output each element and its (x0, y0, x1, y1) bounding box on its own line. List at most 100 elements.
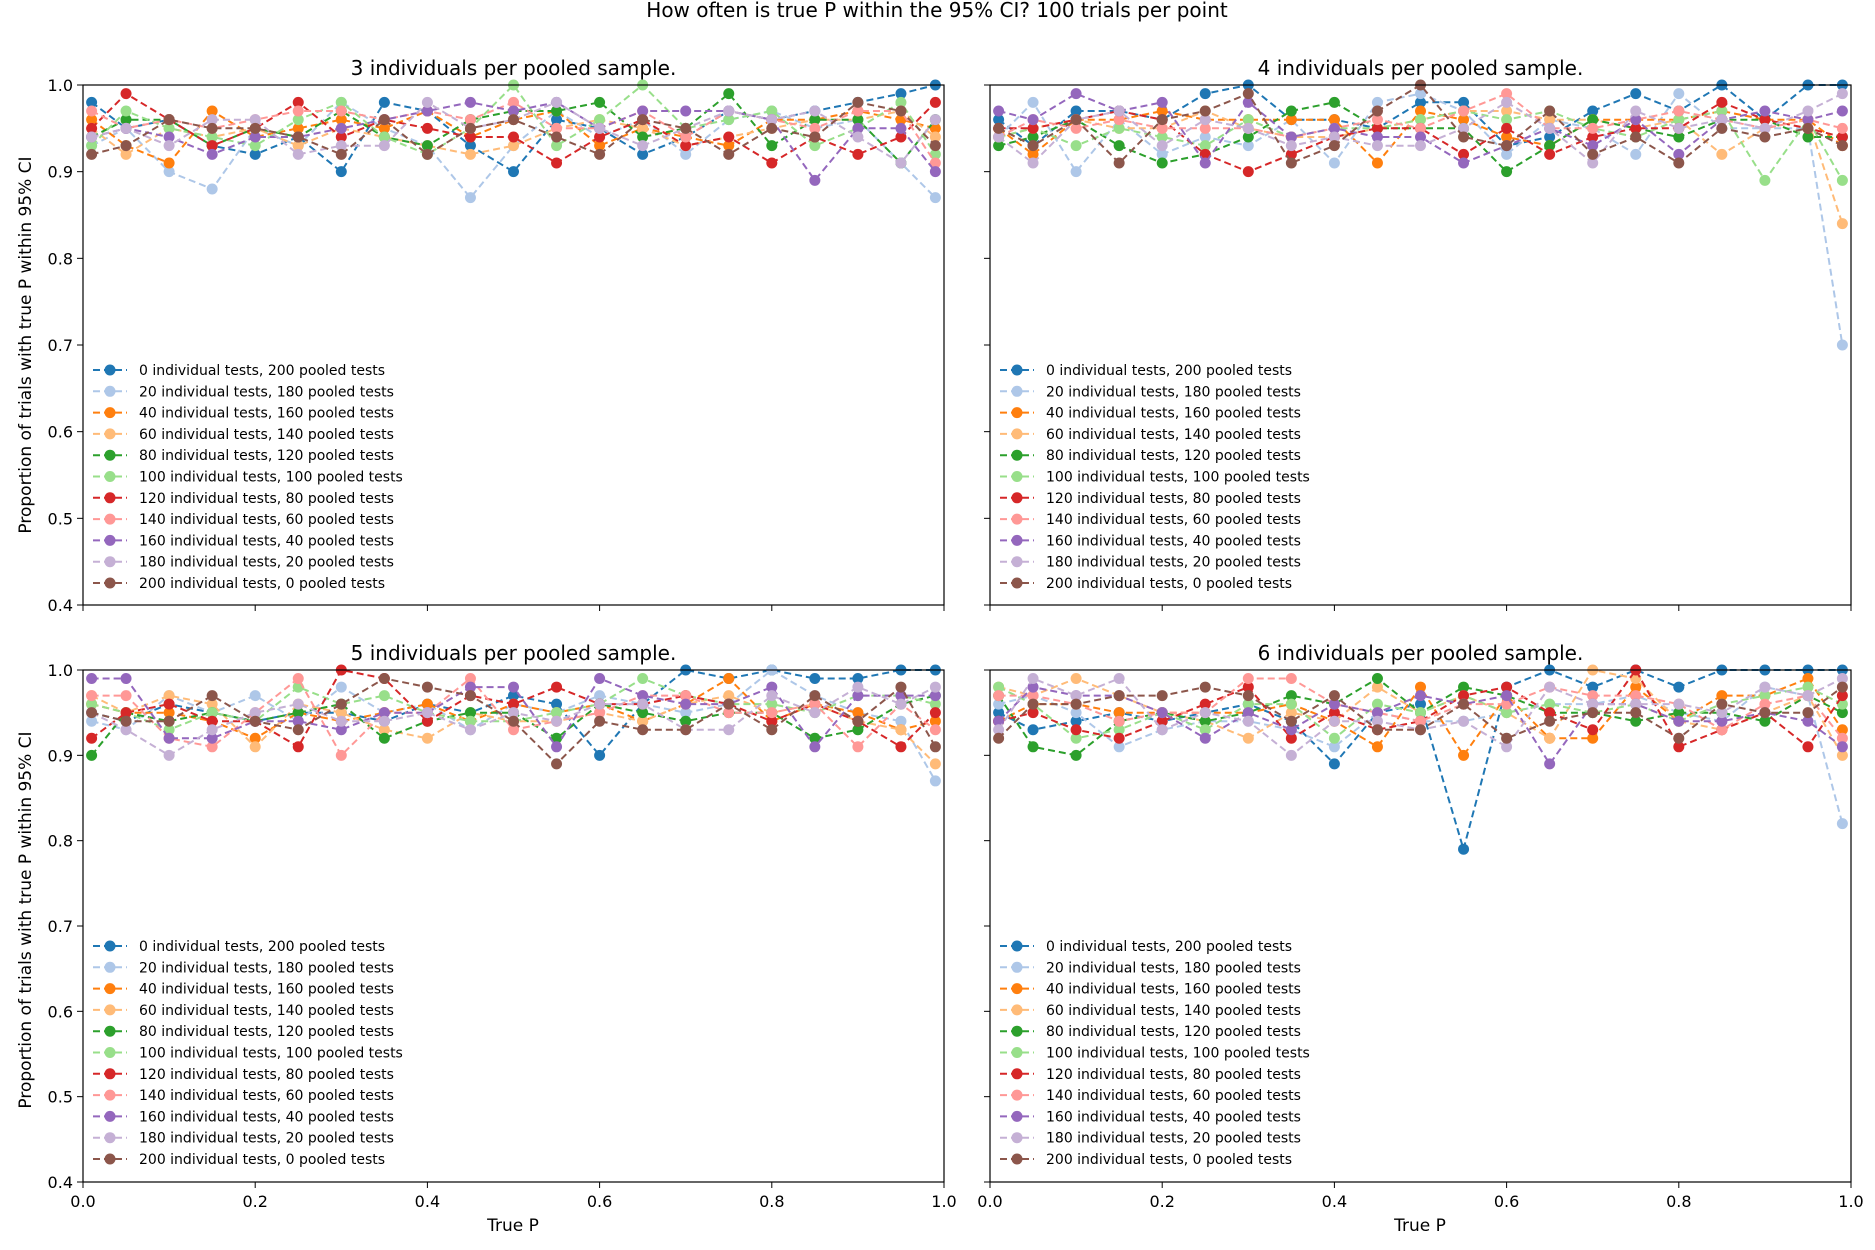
data-point (766, 114, 778, 126)
legend-entry: 80 individual tests, 120 pooled tests (139, 448, 394, 464)
data-point (852, 741, 864, 753)
legend-marker (1011, 471, 1023, 482)
legend-entry: 200 individual tests, 0 pooled tests (139, 576, 385, 592)
data-point (1544, 758, 1556, 770)
y-tick-label: 1.0 (48, 76, 73, 95)
data-point (1802, 673, 1814, 685)
data-point (637, 707, 649, 719)
data-point (1759, 174, 1771, 186)
data-point (680, 122, 692, 134)
data-point (1544, 707, 1556, 719)
data-point (163, 749, 175, 761)
data-point (637, 690, 649, 702)
data-point (421, 732, 433, 744)
data-point (1501, 741, 1513, 753)
data-point (1415, 88, 1426, 100)
data-point (1716, 724, 1728, 736)
data-point (1716, 690, 1728, 702)
data-point (1759, 681, 1771, 693)
data-point (1371, 122, 1383, 134)
data-point (852, 673, 864, 685)
data-point (1070, 166, 1082, 178)
data-point (1328, 157, 1340, 169)
data-point (86, 732, 98, 744)
data-point (1836, 690, 1848, 702)
data-point (1415, 114, 1426, 126)
data-point (680, 105, 692, 117)
data-point (1836, 174, 1848, 186)
data-point (1587, 698, 1599, 710)
data-point (1673, 131, 1685, 143)
data-point (594, 148, 606, 160)
data-point (594, 122, 606, 134)
data-point (1587, 732, 1599, 744)
legend-marker (104, 385, 116, 397)
x-tick-label: 0.4 (1322, 1192, 1347, 1211)
legend-marker (104, 1068, 116, 1080)
data-point (508, 707, 519, 719)
data-point (1027, 707, 1039, 719)
data-point (1070, 690, 1082, 702)
data-point (1156, 724, 1168, 736)
data-point (1415, 715, 1426, 727)
x-tick-label: 0.6 (1494, 1192, 1519, 1211)
data-point (929, 690, 941, 702)
data-point (637, 105, 649, 117)
data-point (895, 157, 907, 169)
data-point (1501, 96, 1513, 108)
data-point (1156, 105, 1168, 117)
data-point (1587, 157, 1599, 169)
data-point (929, 715, 941, 727)
data-point (1242, 96, 1254, 108)
legend-marker (1011, 385, 1023, 397)
data-point (378, 724, 390, 736)
legend-entry: 180 individual tests, 20 pooled tests (1046, 555, 1301, 571)
data-point (929, 122, 941, 134)
legend-marker (104, 1153, 116, 1165)
data-point (680, 690, 692, 702)
data-point (1070, 673, 1082, 685)
data-point (292, 96, 304, 108)
data-point (292, 698, 304, 710)
legend-entry: 180 individual tests, 20 pooled tests (1046, 1131, 1301, 1147)
legend-entry: 200 individual tests, 0 pooled tests (139, 1152, 385, 1168)
data-point (551, 140, 563, 152)
data-point (637, 140, 649, 152)
y-tick-label: 0.4 (48, 596, 73, 615)
data-point (335, 105, 347, 117)
data-point (1328, 114, 1340, 126)
data-point (993, 724, 1005, 736)
data-point (335, 96, 347, 108)
x-axis-label: True P (486, 1216, 539, 1236)
y-tick-label: 0.5 (48, 509, 73, 528)
data-point (1070, 724, 1082, 736)
data-point (1587, 114, 1599, 126)
x-tick-label: 0.2 (1149, 1192, 1174, 1211)
data-point (895, 96, 907, 108)
data-point (1759, 114, 1771, 126)
data-point (1113, 732, 1125, 744)
data-point (852, 122, 864, 134)
data-point (86, 122, 98, 134)
data-point (1759, 715, 1771, 727)
axes-frame (82, 669, 945, 1183)
data-point (1836, 818, 1848, 830)
data-point (378, 715, 390, 727)
data-point (292, 122, 304, 134)
x-tick-label: 0.4 (415, 1192, 440, 1211)
data-point (1673, 715, 1685, 727)
data-point (723, 88, 735, 100)
data-point (1328, 96, 1340, 108)
data-point (594, 715, 606, 727)
data-point (766, 140, 778, 152)
legend-marker (104, 1004, 116, 1016)
data-point (1371, 698, 1383, 710)
data-point (1242, 715, 1254, 727)
legend-entry: 0 individual tests, 200 pooled tests (139, 363, 385, 379)
legend-entry: 100 individual tests, 100 pooled tests (139, 470, 403, 486)
data-point (1242, 732, 1254, 744)
legend-entry: 200 individual tests, 0 pooled tests (1046, 1152, 1292, 1168)
data-point (1027, 96, 1039, 108)
legend-entry: 120 individual tests, 80 pooled tests (1046, 491, 1301, 507)
